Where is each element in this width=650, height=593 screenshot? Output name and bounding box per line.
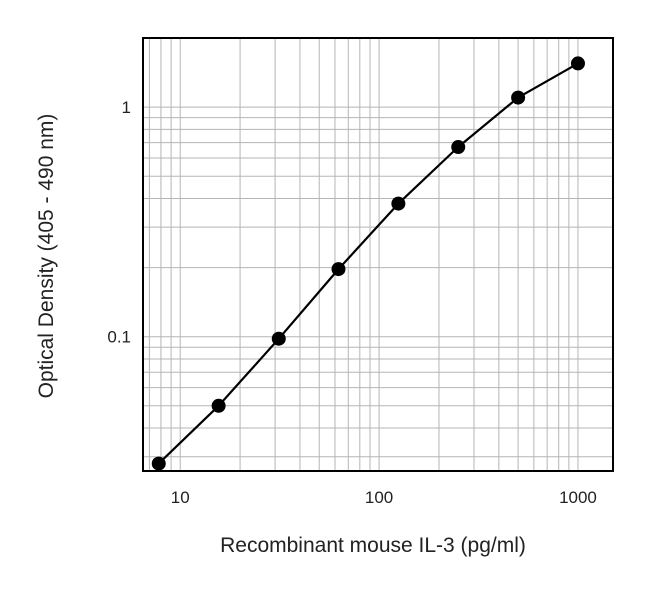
x-tick-label: 1000 bbox=[559, 488, 597, 507]
y-tick-label: 1 bbox=[122, 98, 131, 117]
x-tick-label: 10 bbox=[171, 488, 190, 507]
data-point bbox=[451, 140, 466, 155]
data-point bbox=[211, 398, 226, 413]
x-tick-label: 100 bbox=[365, 488, 393, 507]
data-point bbox=[271, 331, 286, 346]
data-series bbox=[151, 56, 585, 471]
data-point bbox=[331, 262, 346, 277]
x-axis-tick-labels: 10 100 1000 bbox=[171, 488, 597, 507]
plot-area-frame bbox=[142, 37, 614, 472]
data-point bbox=[151, 456, 166, 471]
y-axis-tick-labels: 0.11 bbox=[107, 98, 131, 347]
data-point bbox=[391, 196, 406, 211]
grid-lines bbox=[143, 38, 613, 471]
data-point bbox=[570, 56, 585, 71]
data-point bbox=[511, 90, 526, 105]
x-axis-title: Recombinant mouse IL-3 (pg/ml) bbox=[220, 534, 526, 557]
y-axis-title: Optical Density (405 - 490 nm) bbox=[35, 114, 58, 399]
series-line bbox=[157, 62, 579, 465]
y-tick-label: 0.1 bbox=[107, 328, 131, 347]
